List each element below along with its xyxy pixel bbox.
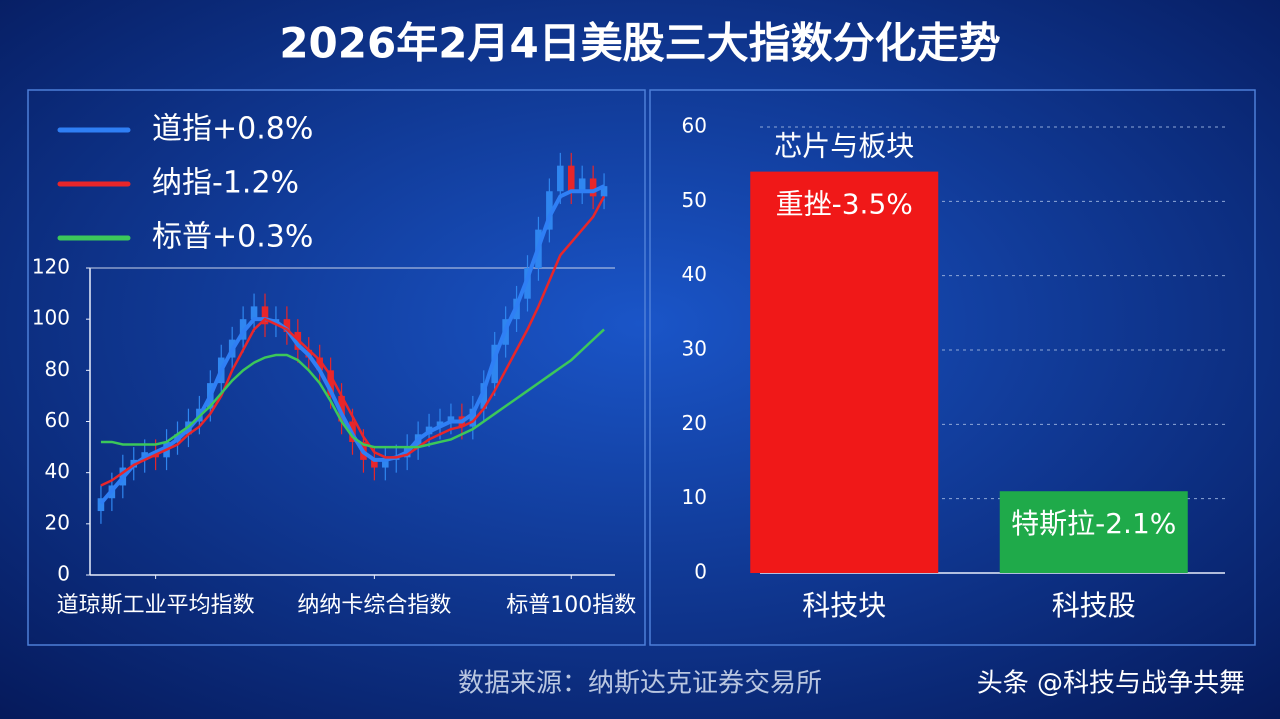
y-tick-label: 120 xyxy=(32,255,70,279)
candle-body xyxy=(382,459,389,468)
candle-body xyxy=(447,416,455,422)
y-tick-label: 60 xyxy=(682,114,707,138)
candle-body xyxy=(557,165,564,192)
x-tick-label: 科技股 xyxy=(1052,589,1136,622)
candle-body xyxy=(97,498,105,512)
x-tick-label: 道琼斯工业平均指数 xyxy=(57,593,255,618)
x-tick-label: 纳纳卡综合指数 xyxy=(297,593,451,618)
page-title: 2026年2月4日美股三大指数分化走势 xyxy=(279,19,1000,68)
candle-body xyxy=(338,395,345,422)
legend-label: 标普+0.3% xyxy=(152,220,313,255)
y-tick-label: 80 xyxy=(45,357,70,381)
x-tick-label: 标普100指数 xyxy=(506,593,636,618)
candle-body xyxy=(436,421,444,427)
series-line xyxy=(99,184,605,505)
candle-body xyxy=(316,357,323,371)
left-panel xyxy=(27,89,646,646)
candle-body xyxy=(567,165,575,192)
bar-top-label: 芯片与板块 xyxy=(774,130,914,163)
source: 数据来源：纳斯达克证券交易所 xyxy=(458,669,822,699)
y-tick-label: 100 xyxy=(32,306,70,330)
candle-body xyxy=(546,191,553,230)
candle-body xyxy=(371,459,378,468)
y-tick-label: 30 xyxy=(682,337,707,361)
candle-body xyxy=(250,306,258,320)
bar-inner-label: 特斯拉-2.1% xyxy=(1011,507,1176,540)
legend-label: 纳指-1.2% xyxy=(152,166,299,201)
y-tick-label: 60 xyxy=(45,408,70,432)
candle-body xyxy=(600,186,608,197)
candle-body xyxy=(283,319,291,332)
candle-body xyxy=(261,306,269,325)
y-tick-label: 20 xyxy=(45,510,70,534)
candle-body xyxy=(469,408,477,427)
y-tick-label: 0 xyxy=(57,562,70,586)
candle-body xyxy=(578,178,586,192)
y-tick-label: 40 xyxy=(682,262,707,286)
watermark: 头条 @科技与战争共舞 xyxy=(977,669,1245,699)
bar-inner-label: 重挫-3.5% xyxy=(776,188,913,221)
legend-label: 道指+0.8% xyxy=(152,112,313,147)
y-tick-label: 0 xyxy=(694,560,707,584)
y-tick-label: 10 xyxy=(682,485,707,509)
y-tick-label: 20 xyxy=(682,411,707,435)
candle-body xyxy=(480,383,488,409)
y-tick-label: 50 xyxy=(682,188,707,212)
y-tick-label: 40 xyxy=(45,459,70,483)
candle-body xyxy=(327,370,334,396)
bar xyxy=(750,171,939,573)
candle-body xyxy=(589,178,597,197)
right-panel xyxy=(649,89,1256,646)
bar xyxy=(999,491,1188,573)
series-line xyxy=(100,195,606,487)
series-line xyxy=(100,328,605,449)
x-tick-label: 科技块 xyxy=(802,589,886,622)
